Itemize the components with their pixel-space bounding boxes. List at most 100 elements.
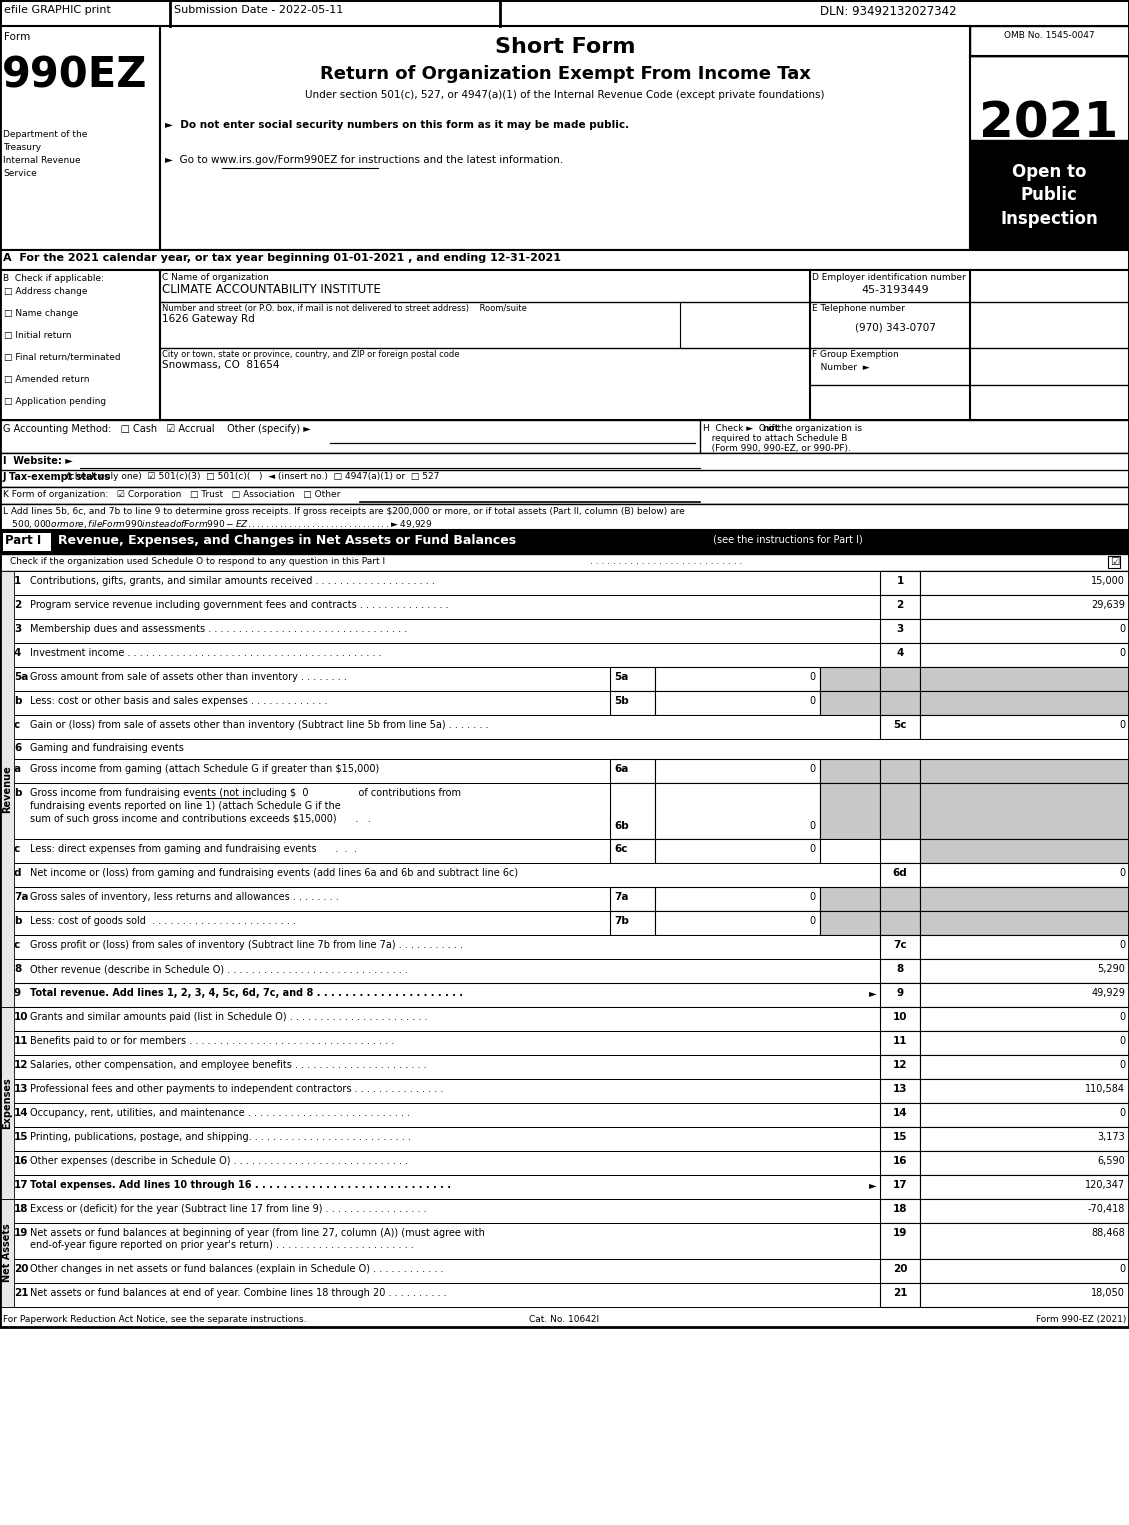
Bar [820,782,879,839]
Text: 0: 0 [809,843,816,854]
Text: 5a: 5a [14,673,28,682]
Text: (Form 990, 990-EZ, or 990-PF).: (Form 990, 990-EZ, or 990-PF). [703,444,851,453]
Text: 7a: 7a [14,892,28,901]
Bar [970,140,1129,250]
Text: K Form of organization:   ☑ Corporation   □ Trust   □ Association   □ Other: K Form of organization: ☑ Corporation □ … [3,490,340,499]
Bar [879,1031,920,1055]
Text: 9: 9 [896,988,903,997]
Bar [0,1006,14,1199]
Text: 10: 10 [14,1013,28,1022]
Text: Net assets or fund balances at beginning of year (from line 27, column (A)) (mus: Net assets or fund balances at beginning… [30,1228,484,1238]
Text: 29,639: 29,639 [1091,599,1124,610]
Text: Under section 501(c), 527, or 4947(a)(1) of the Internal Revenue Code (except pr: Under section 501(c), 527, or 4947(a)(1)… [305,90,825,101]
Bar [655,691,820,715]
Bar [0,270,1129,419]
Bar [0,1103,1129,1127]
Text: Less: direct expenses from gaming and fundraising events      .  .  .: Less: direct expenses from gaming and fu… [30,843,357,854]
Bar [610,888,655,910]
Text: 110,584: 110,584 [1085,1084,1124,1093]
Text: H  Check ►  O if the organization is: H Check ► O if the organization is [703,424,865,433]
Text: Membership dues and assessments . . . . . . . . . . . . . . . . . . . . . . . . : Membership dues and assessments . . . . … [30,624,408,634]
Text: 14: 14 [14,1109,28,1118]
Text: 3: 3 [14,624,21,634]
Bar [920,1031,1129,1055]
Text: 0: 0 [1119,1013,1124,1022]
Bar [820,666,879,691]
Text: Program service revenue including government fees and contracts . . . . . . . . : Program service revenue including govern… [30,599,448,610]
Text: fundraising events reported on line 1) (attach Schedule G if the: fundraising events reported on line 1) (… [30,801,341,811]
Bar [610,666,655,691]
Bar [655,839,820,863]
Bar [0,984,1129,1006]
Text: 6d: 6d [893,868,908,878]
Text: Check if the organization used Schedule O to respond to any question in this Par: Check if the organization used Schedule … [10,557,385,566]
Text: Form: Form [5,32,30,43]
Text: 3: 3 [896,624,903,634]
Bar [920,1151,1129,1174]
Bar [920,863,1129,888]
Bar [0,959,1129,984]
Text: 0: 0 [1119,648,1124,657]
Text: b: b [14,695,21,706]
Text: 8: 8 [896,964,903,974]
Text: 0: 0 [809,764,816,775]
Bar [879,666,920,691]
Text: 19: 19 [893,1228,908,1238]
Bar [879,782,920,839]
Bar [879,644,920,666]
Text: 7b: 7b [614,917,629,926]
Bar [0,470,1129,486]
Bar [879,839,920,863]
Bar [879,1080,920,1103]
Text: ☑: ☑ [1110,557,1119,567]
Bar [0,250,1129,270]
Text: (see the instructions for Part I): (see the instructions for Part I) [710,534,863,544]
Bar [920,1260,1129,1283]
Bar [879,691,920,715]
Bar [0,531,1129,554]
Text: 6,590: 6,590 [1097,1156,1124,1167]
Text: 49,929: 49,929 [1091,988,1124,997]
Text: D Employer identification number: D Employer identification number [812,273,965,282]
Text: Net income or (loss) from gaming and fundraising events (add lines 6a and 6b and: Net income or (loss) from gaming and fun… [30,868,518,878]
Bar [920,935,1129,959]
Bar [920,666,1129,691]
Text: b: b [14,917,21,926]
Bar [0,0,1129,26]
Text: 21: 21 [14,1289,28,1298]
Text: Other revenue (describe in Schedule O) . . . . . . . . . . . . . . . . . . . . .: Other revenue (describe in Schedule O) .… [30,964,408,974]
Text: 1626 Gateway Rd: 1626 Gateway Rd [161,314,255,323]
Bar [655,910,820,935]
Bar [879,863,920,888]
Text: 17: 17 [14,1180,28,1190]
Bar [920,759,1129,782]
Bar [655,666,820,691]
Bar [0,1031,1129,1055]
Bar [0,1080,1129,1103]
Bar [610,691,655,715]
Text: 21: 21 [893,1289,908,1298]
Text: 20: 20 [14,1264,28,1273]
Bar [920,715,1129,740]
Text: 6a: 6a [614,764,629,775]
Text: 1: 1 [896,576,903,586]
Text: Occupancy, rent, utilities, and maintenance . . . . . . . . . . . . . . . . . . : Occupancy, rent, utilities, and maintena… [30,1109,410,1118]
Text: 0: 0 [809,673,816,682]
Text: 15: 15 [14,1132,28,1142]
Text: A  For the 2021 calendar year, or tax year beginning 01-01-2021 , and ending 12-: A For the 2021 calendar year, or tax yea… [3,253,561,262]
Text: Submission Date - 2022-05-11: Submission Date - 2022-05-11 [174,5,343,15]
Bar [920,1055,1129,1080]
Text: 88,468: 88,468 [1092,1228,1124,1238]
Bar [879,570,920,595]
Text: Grants and similar amounts paid (list in Schedule O) . . . . . . . . . . . . . .: Grants and similar amounts paid (list in… [30,1013,428,1022]
Text: Gain or (loss) from sale of assets other than inventory (Subtract line 5b from l: Gain or (loss) from sale of assets other… [30,720,489,730]
Bar [0,419,1129,453]
Bar [879,984,920,1006]
Text: Public: Public [1021,186,1077,204]
Text: F Group Exemption: F Group Exemption [812,351,899,358]
Bar [920,1199,1129,1223]
Text: Other expenses (describe in Schedule O) . . . . . . . . . . . . . . . . . . . . : Other expenses (describe in Schedule O) … [30,1156,408,1167]
Text: Printing, publications, postage, and shipping. . . . . . . . . . . . . . . . . .: Printing, publications, postage, and shi… [30,1132,411,1142]
Text: □ Address change: □ Address change [5,287,88,296]
Bar [920,1283,1129,1307]
